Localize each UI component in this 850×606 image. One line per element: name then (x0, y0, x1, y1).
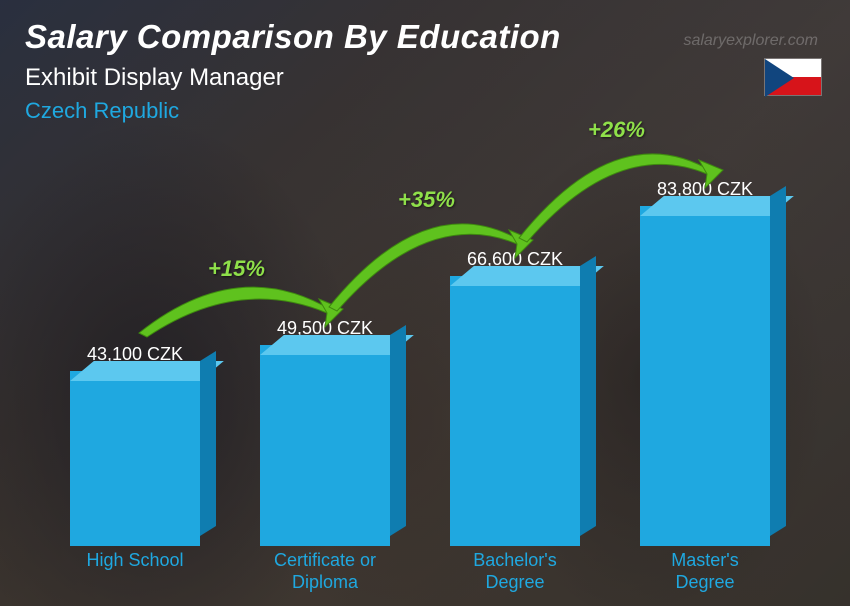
bar-group: 43,100 CZK (50, 344, 220, 546)
bar-3d (70, 371, 200, 546)
bar-label: High School (50, 550, 220, 594)
bar-3d (450, 276, 580, 546)
bar-label: Bachelor'sDegree (430, 550, 600, 594)
bar-side-face (390, 325, 406, 536)
bar-side-face (200, 351, 216, 536)
increase-percentage: +35% (398, 187, 455, 213)
bar-front-face (260, 345, 390, 546)
bar-side-face (580, 256, 596, 536)
increase-percentage: +15% (208, 256, 265, 282)
watermark-text: salaryexplorer.com (683, 32, 818, 50)
bar-side-face (770, 186, 786, 536)
bar-label: Master'sDegree (620, 550, 790, 594)
bar-label: Certificate orDiploma (240, 550, 410, 594)
bar-chart: 43,100 CZK49,500 CZK66,600 CZK83,800 CZK… (40, 154, 800, 594)
bar-3d (640, 206, 770, 546)
bar-group: 83,800 CZK (620, 179, 790, 546)
bar-front-face (70, 371, 200, 546)
increase-percentage: +26% (588, 117, 645, 143)
chart-country: Czech Republic (25, 98, 825, 124)
bar-3d (260, 345, 390, 546)
bars-container: 43,100 CZK49,500 CZK66,600 CZK83,800 CZK (40, 166, 800, 546)
bar-front-face (640, 206, 770, 546)
labels-container: High School Certificate orDiploma Bachelor… (40, 550, 800, 594)
chart-subtitle: Exhibit Display Manager (25, 64, 825, 92)
bar-group: 66,600 CZK (430, 249, 600, 546)
flag-czech-republic (764, 58, 822, 96)
flag-triangle-blue (765, 59, 794, 97)
bar-front-face (450, 276, 580, 546)
bar-group: 49,500 CZK (240, 318, 410, 546)
